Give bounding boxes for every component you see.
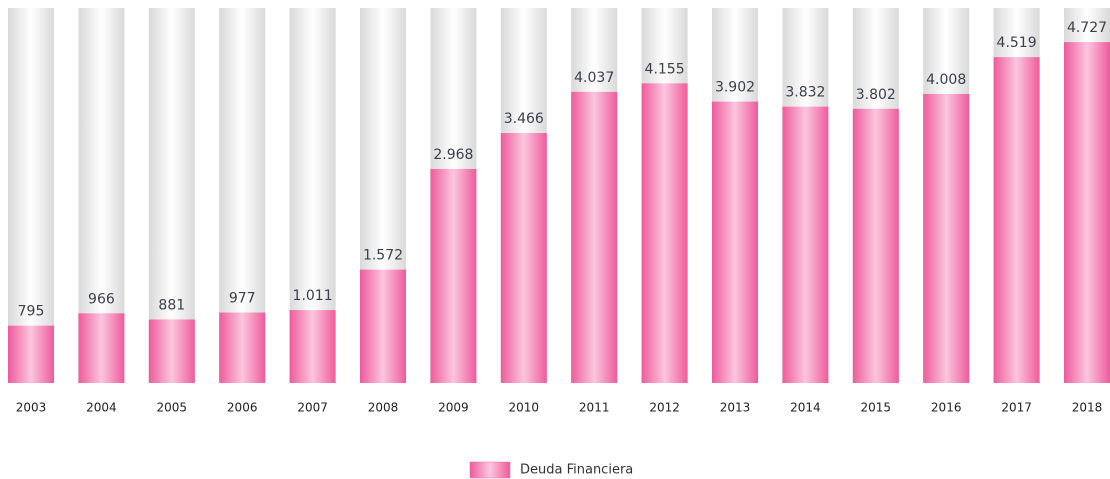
x-tick-label: 2003	[16, 401, 47, 415]
x-tick-label: 2011	[579, 401, 610, 415]
bar	[1064, 42, 1110, 384]
legend-swatch	[469, 461, 511, 479]
x-tick-label: 2009	[438, 401, 469, 415]
bar	[8, 325, 54, 383]
x-tick-label: 2006	[227, 401, 258, 415]
x-tick-label: 2008	[368, 401, 399, 415]
x-tick-label: 2017	[1001, 401, 1032, 415]
bar	[78, 313, 125, 383]
x-tick-label: 2012	[649, 401, 680, 415]
bar	[289, 310, 336, 383]
x-tick-label: 2005	[157, 401, 188, 415]
value-label: 4.008	[926, 72, 966, 88]
value-label: 4.037	[574, 70, 614, 86]
value-label: 3.902	[715, 80, 755, 96]
x-tick-label: 2018	[1072, 401, 1103, 415]
x-tick-label: 2016	[931, 401, 962, 415]
value-label: 4.519	[997, 35, 1037, 51]
value-label: 881	[158, 297, 185, 313]
x-tick-label: 2010	[509, 401, 540, 415]
value-label: 3.802	[856, 87, 896, 103]
bar-background	[8, 8, 54, 383]
bar	[500, 133, 547, 383]
value-label: 795	[18, 304, 45, 320]
x-tick-label: 2004	[86, 401, 117, 415]
bar	[712, 101, 758, 383]
value-label: 966	[88, 291, 115, 307]
value-label: 3.832	[785, 85, 825, 101]
bar	[430, 168, 477, 383]
x-tick-label: 2007	[297, 401, 328, 415]
x-tick-label: 2013	[720, 401, 751, 415]
bar	[993, 57, 1040, 384]
bar	[852, 108, 899, 383]
bar	[782, 106, 829, 384]
x-tick-label: 2015	[861, 401, 892, 415]
bar	[360, 269, 406, 383]
x-tick-label: 2014	[790, 401, 821, 415]
value-label: 4.727	[1067, 20, 1107, 36]
bar	[148, 319, 195, 383]
bar	[571, 91, 618, 384]
bar	[641, 83, 688, 383]
value-label: 4.155	[645, 61, 685, 77]
value-label: 1.572	[363, 248, 403, 264]
value-label: 2.968	[433, 147, 473, 163]
value-label: 1.011	[293, 288, 333, 304]
legend-label: Deuda Financiera	[520, 463, 633, 478]
value-label: 977	[229, 291, 256, 307]
value-label: 3.466	[504, 111, 544, 127]
bar	[219, 312, 266, 383]
bar	[923, 93, 970, 383]
